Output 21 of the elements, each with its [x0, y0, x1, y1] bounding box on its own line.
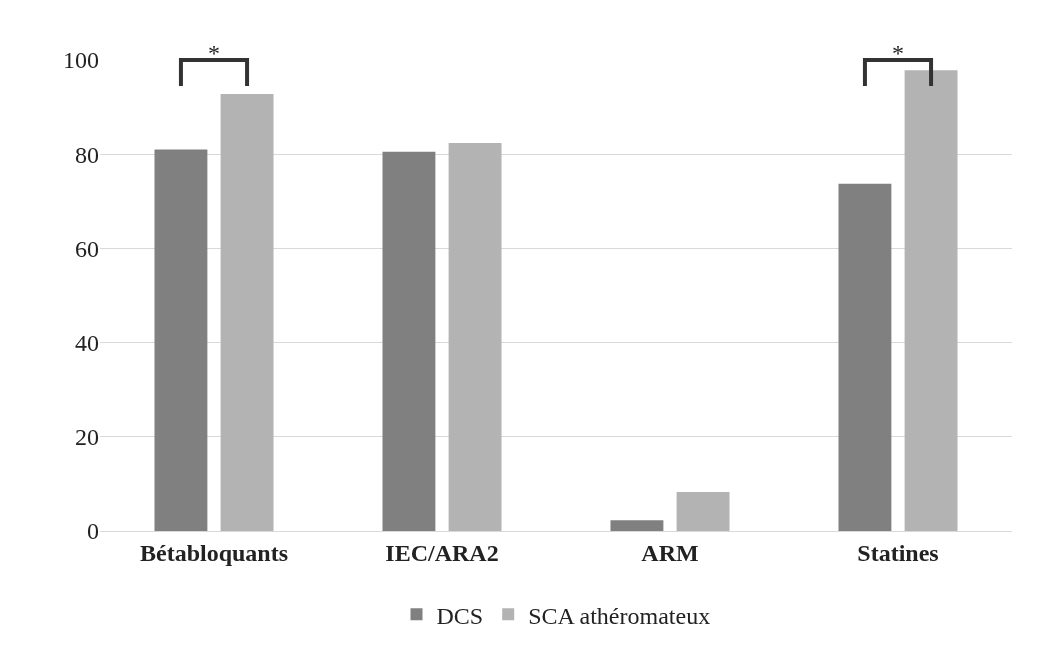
bar	[676, 491, 730, 531]
bar	[610, 520, 664, 531]
y-tick-label: 20	[75, 424, 99, 451]
bar	[448, 142, 502, 531]
x-tick-label: IEC/ARA2	[385, 539, 499, 566]
annotation: *	[208, 40, 220, 66]
bar	[382, 151, 436, 531]
y-tick-label: 60	[75, 235, 99, 262]
y-tick-label: 80	[75, 141, 99, 168]
x-tick-label: Bétabloquants	[139, 539, 289, 566]
annotation: *	[892, 40, 904, 66]
legend-label: SCA athéromateux	[528, 602, 711, 629]
y-tick-label: 0	[87, 518, 99, 545]
y-tick-label: 40	[75, 330, 99, 356]
y-tick-label: 100	[63, 47, 99, 74]
bar	[220, 93, 274, 531]
x-tick-label: Statines	[857, 539, 939, 566]
legend-label: DCS	[436, 602, 484, 629]
x-tick-label: ARM	[641, 539, 699, 566]
bar	[154, 149, 208, 531]
bar	[838, 183, 892, 531]
